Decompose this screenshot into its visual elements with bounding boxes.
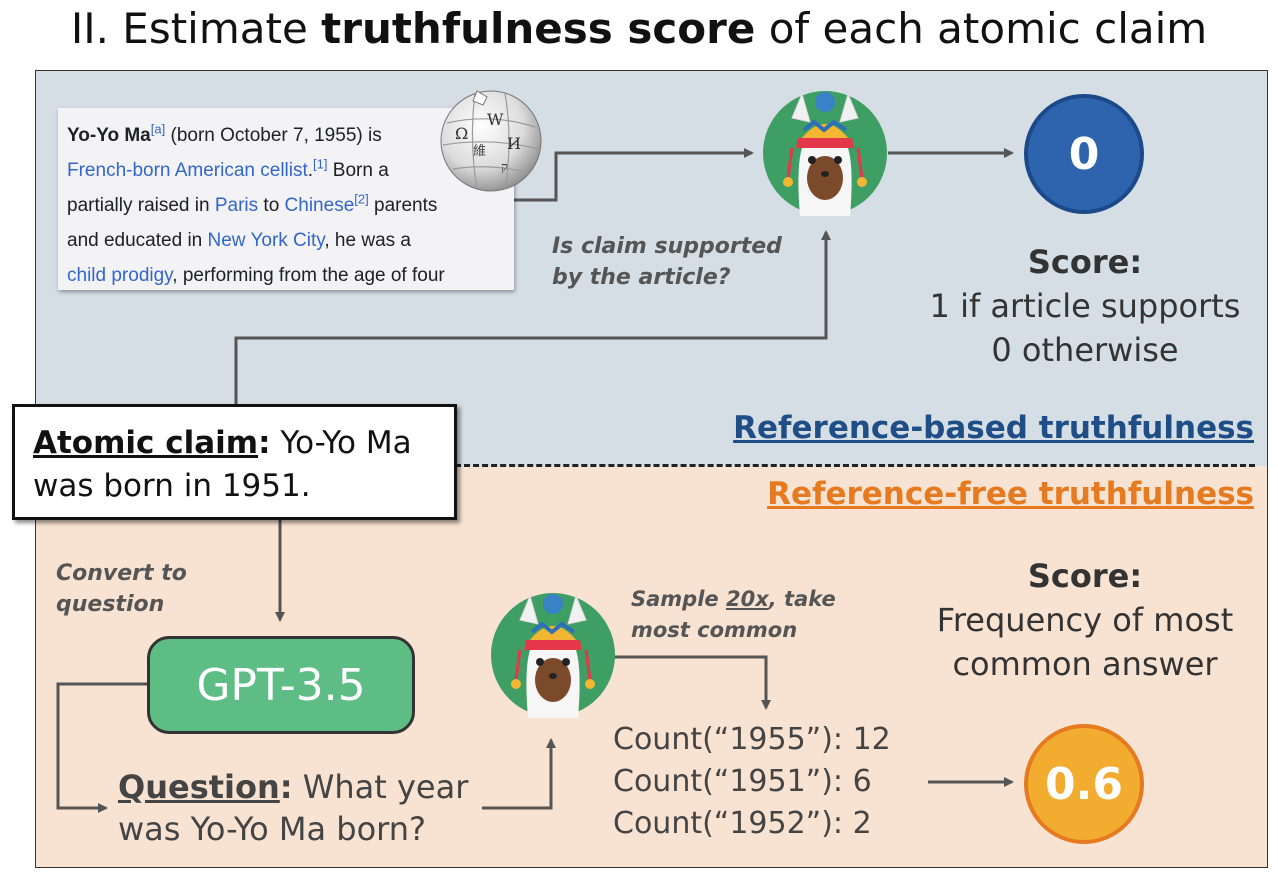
wiki-ref-a[interactable]: [a] (150, 121, 166, 137)
reference-free-score-circle: 0.6 (1024, 724, 1144, 844)
reference-score-description: Score: 1 if article supports 0 otherwise (900, 240, 1270, 372)
convert-note: Convert to question (56, 558, 187, 620)
svg-text:維: 維 (473, 144, 486, 159)
sample-suffix: , take (768, 587, 836, 611)
svg-text:И: И (507, 134, 521, 153)
wiki-raised: partially raised in (67, 195, 215, 216)
wiki-line-4: and educated in New York City, he was a (67, 223, 504, 258)
reference-question: Is claim supported by the article? (552, 231, 782, 293)
atomic-claim-box: Atomic claim: Yo-Yo Ma was born in 1951. (12, 404, 457, 520)
answer-counts: Count(“1955”): 12 Count(“1951”): 6 Count… (613, 719, 891, 845)
reference-score-line1: 1 if article supports (929, 287, 1241, 325)
svg-text:ק: ק (501, 160, 508, 175)
atomic-claim-line2: was born in 1951. (33, 468, 311, 504)
wiki-link-chinese[interactable]: Chinese (284, 195, 355, 216)
svg-text:W: W (487, 110, 504, 129)
reference-score-title: Score: (1027, 243, 1143, 281)
convert-line1: Convert to (56, 561, 187, 586)
count-row: Count(“1951”): 6 (613, 764, 872, 799)
reference-free-score-line2: common answer (952, 645, 1218, 683)
svg-text:Ω: Ω (455, 124, 468, 143)
reference-free-score-line1: Frequency of most (936, 601, 1234, 639)
atomic-claim-text-1: Yo-Yo Ma (270, 425, 412, 461)
question-text-1: What year (292, 768, 469, 806)
wiki-born-after: Born a (327, 160, 389, 181)
wiki-link-paris[interactable]: Paris (214, 195, 259, 216)
title-bold: truthfulness score (321, 4, 756, 53)
wiki-name: Yo-Yo Ma (67, 125, 151, 146)
count-row: Count(“1955”): 12 (613, 722, 891, 757)
reference-free-label: Reference-free truthfulness (767, 476, 1254, 512)
wiki-ref-1[interactable]: [1] (313, 156, 328, 172)
reference-score-line2: 0 otherwise (991, 331, 1179, 369)
wiki-line-1: Yo-Yo Ma[a] (born October 7, 1955) is (67, 118, 504, 153)
wiki-educated: and educated in (67, 230, 208, 251)
sample-note: Sample 20x, take most common (631, 584, 836, 646)
wikipedia-article-snippet: Yo-Yo Ma[a] (born October 7, 1955) is Fr… (58, 108, 514, 290)
sample-prefix: Sample (631, 587, 726, 611)
wiki-he-was: , he was a (324, 230, 411, 251)
reference-free-score-title: Score: (1027, 557, 1143, 595)
wiki-line-3: partially raised in Paris to Chinese[2] … (67, 188, 504, 223)
reference-question-line1: Is claim supported (552, 234, 782, 259)
wiki-line-2: French-born American cellist.[1] Born a (67, 156, 389, 181)
wiki-link-nyc[interactable]: New York City (207, 230, 325, 251)
wiki-ref-2[interactable]: [2] (354, 191, 369, 207)
wiki-link-prodigy[interactable]: child prodigy (67, 265, 173, 286)
atomic-claim-label: Atomic claim (33, 425, 259, 461)
title-prefix: II. Estimate (70, 4, 322, 53)
question-colon: : (279, 768, 293, 806)
wiki-line-5: child prodigy, performing from the age o… (67, 258, 504, 293)
atomic-claim-colon: : (258, 425, 271, 461)
wiki-to: to (258, 195, 285, 216)
panel-divider (455, 464, 1255, 467)
question-line2: was Yo-Yo Ma born? (118, 810, 427, 848)
reference-free-score-description: Score: Frequency of most common answer (900, 554, 1270, 686)
reference-based-label: Reference-based truthfulness (733, 410, 1254, 446)
wiki-born: (born October 7, 1955) is (165, 125, 382, 146)
wiki-performing: , performing from the age of four (172, 265, 445, 286)
llama-icon (763, 91, 887, 216)
gpt-model-box: GPT-3.5 (147, 636, 415, 734)
sample-count: 20x (725, 587, 769, 611)
llama-icon (491, 593, 615, 718)
question-line1: Question: What year (118, 766, 468, 808)
question-label: Question (118, 768, 280, 806)
reference-question-line2: by the article? (552, 265, 731, 290)
convert-line2: question (56, 592, 165, 617)
atomic-claim-line1: Atomic claim: Yo-Yo Ma (33, 422, 438, 465)
reference-score-circle: 0 (1024, 94, 1144, 214)
figure-title: II. Estimate truthfulness score of each … (0, 4, 1278, 53)
count-row: Count(“1952”): 2 (613, 806, 872, 841)
sample-line1: Sample 20x, take (631, 584, 836, 615)
wiki-link-cellist[interactable]: French-born American cellist (67, 160, 308, 181)
sample-line2: most common (631, 618, 798, 642)
generated-question: Question: What year was Yo-Yo Ma born? (118, 766, 468, 850)
wikipedia-globe-icon: Ω W И 維 ק (440, 90, 542, 192)
wiki-parents: parents (368, 195, 438, 216)
title-suffix: of each atomic claim (755, 4, 1208, 53)
